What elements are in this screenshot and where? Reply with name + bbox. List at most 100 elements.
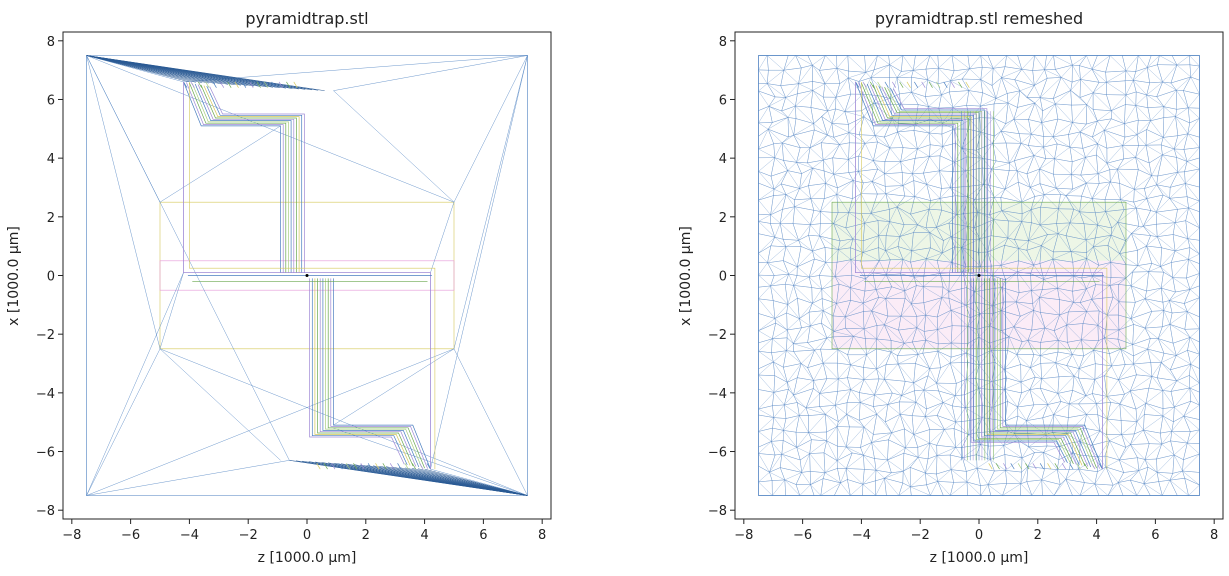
electrode-trace: [976, 278, 1071, 464]
y-tick-label: 6: [719, 93, 727, 108]
outer-boundary: [758, 55, 1200, 496]
y-tick-label: 2: [47, 211, 55, 226]
electrode-trace: [991, 278, 1089, 467]
electrode-trace: [881, 86, 977, 273]
electrode-tooth: [921, 81, 926, 88]
electrode-trace: [878, 85, 975, 273]
electrode-trace: [983, 278, 1080, 466]
x-tick-label: 8: [1210, 528, 1218, 543]
electrode-trace: [200, 84, 297, 273]
electrode-tooth: [323, 463, 328, 470]
electrode-trace: [314, 278, 411, 466]
electrode-tooth: [906, 81, 911, 88]
electrode-tooth: [190, 81, 195, 88]
electrode-tooth: [862, 81, 867, 88]
electrode-trace: [872, 84, 969, 273]
electrode-tooth: [995, 463, 1000, 470]
electrode-tooth: [958, 81, 963, 88]
electrode-tooth: [382, 463, 387, 470]
x-axis-label: z [1000.0 μm]: [258, 550, 357, 566]
electrode-tooth: [1017, 463, 1022, 470]
y-ticks: −8 −6 −4 −2 0 2 4 6 8: [36, 35, 63, 519]
fan-edge: [289, 460, 528, 496]
mesh-edge: [430, 202, 455, 273]
electrode-trace: [981, 278, 1077, 465]
electrode-tooth: [293, 81, 298, 88]
electrode-tooth: [375, 463, 380, 470]
chart-title: pyramidtrap.stl: [245, 9, 368, 28]
electrode-trace: [997, 278, 1095, 468]
y-tick-label: −8: [36, 504, 55, 519]
electrode-trace: [890, 88, 985, 273]
y-tick-label: 0: [719, 270, 727, 285]
electrode-tooth: [353, 463, 358, 470]
electrode-trace: [311, 278, 408, 466]
electrode-tooth: [227, 81, 232, 88]
x-tick-label: −4: [180, 528, 199, 543]
electrode-trace: [973, 278, 1068, 463]
electrode-trace: [327, 278, 425, 469]
electrode-trace: [197, 84, 295, 273]
x-ticks: −8 −6 −4 −2 0 2 4 6 8: [62, 519, 546, 543]
electrode-tooth: [205, 81, 210, 88]
electrode-tooth: [411, 463, 417, 470]
y-tick-label: −2: [708, 328, 727, 343]
electrode-tooth: [891, 81, 897, 88]
electrode-tooth: [936, 81, 941, 88]
x-tick-label: 6: [1151, 528, 1159, 543]
x-axis-label: z [1000.0 μm]: [930, 550, 1029, 566]
x-tick-label: 6: [479, 528, 487, 543]
mesh-edge: [86, 348, 455, 496]
x-tick-label: −4: [852, 528, 871, 543]
rail: [189, 81, 436, 470]
mesh-edge: [333, 90, 455, 203]
x-tick-label: 4: [1092, 528, 1100, 543]
electrode-trace: [189, 82, 287, 273]
x-tick-label: −2: [239, 528, 258, 543]
center-point: [305, 274, 309, 277]
electrode-tooth: [988, 463, 993, 470]
panel-original-mesh: pyramidtrap.stl −8 −6 −4 −2 0 2 4 6 8 −8 −6 −4 −2 0 2…: [6, 9, 552, 566]
electrode-trace: [333, 278, 431, 470]
electrode-trace: [330, 278, 428, 469]
electrode-tooth: [397, 463, 402, 470]
mesh-edge: [159, 348, 528, 496]
electrode-tooth: [271, 81, 276, 88]
x-tick-label: −2: [911, 528, 930, 543]
x-tick-label: 4: [420, 528, 428, 543]
electrode-trace: [999, 278, 1097, 469]
electrode-tooth: [1032, 463, 1037, 470]
x-ticks: −8 −6 −4 −2 0 2 4 6 8: [734, 519, 1218, 543]
electrode-tooth: [943, 81, 948, 88]
y-tick-label: 2: [719, 211, 727, 226]
rail: [183, 81, 431, 470]
y-tick-label: 8: [719, 35, 727, 50]
electrode-tooth: [338, 463, 343, 470]
y-tick-label: −8: [708, 504, 727, 519]
electrode-trace: [861, 82, 959, 273]
center-point: [977, 274, 981, 277]
y-tick-label: 4: [47, 152, 55, 167]
electrode-trace: [191, 83, 289, 273]
y-tick-label: 0: [47, 270, 55, 285]
y-axis-label: x [1000.0 μm]: [678, 226, 694, 326]
electrode-trace: [322, 278, 420, 468]
y-tick-label: −2: [36, 328, 55, 343]
electrode-tooth: [286, 81, 291, 88]
inner-band: [159, 260, 455, 291]
electrode-tooth: [1091, 463, 1096, 470]
mesh-edge: [333, 55, 528, 91]
x-tick-label: 2: [1034, 528, 1042, 543]
electrode-tooth: [1076, 463, 1081, 470]
y-tick-label: −6: [708, 446, 727, 461]
y-tick-label: −4: [708, 387, 727, 402]
remesh-triangles: [758, 55, 1200, 496]
electrode-tooth: [234, 81, 239, 88]
electrode-tooth: [426, 463, 431, 470]
electrode-trace: [203, 85, 300, 273]
electrode-tooth: [1010, 463, 1015, 470]
electrode-tooth: [1003, 463, 1008, 470]
electrode-tooth: [1083, 463, 1089, 470]
electrode-tooth: [855, 81, 860, 88]
mesh-edge: [86, 55, 455, 203]
